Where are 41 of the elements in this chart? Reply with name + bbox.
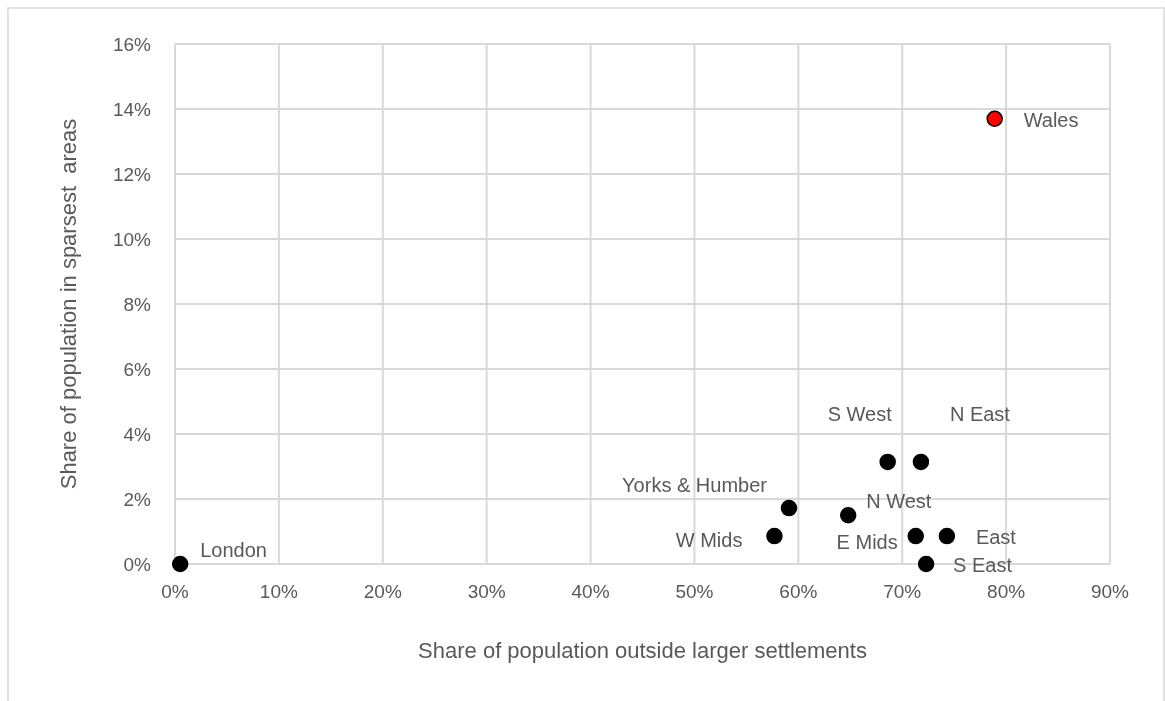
y-tick-label: 14% [112,99,152,120]
x-tick-label: 50% [675,581,714,602]
y-axis-title: Share of population in sparsest areas [56,118,81,490]
y-tick-label: 2% [123,489,152,510]
point [986,110,1003,127]
annotation: East [975,526,1017,549]
y-tick-label: 4% [123,424,152,445]
point [766,527,783,545]
x-tick-label: 30% [467,581,506,602]
annotation: E Mids [836,531,898,554]
point [879,453,896,471]
point [912,453,930,471]
point [917,555,935,573]
point [171,555,189,573]
x-axis-title: Share of population outside larger settlements [418,638,867,663]
point [780,499,798,517]
x-tick-label: 80% [987,581,1026,602]
point [839,507,857,524]
y-tick-label: 8% [123,294,152,315]
annotation: N East [949,402,1011,425]
annotation: S West [827,402,893,425]
point [938,527,956,545]
y-tick-label: 6% [123,359,152,380]
x-tick-label: 10% [259,581,299,602]
annotation: Yorks & Humber [622,474,768,497]
y-tick-label: 16% [112,34,152,55]
point [907,527,924,545]
x-tick-label: 90% [1090,581,1130,602]
y-tick-label: 10% [112,229,152,250]
x-tick-label: 40% [571,581,610,602]
annotation: S East [953,554,1013,576]
annotation: London [200,539,267,561]
annotation: N West [866,490,932,513]
annotation: W Mids [675,529,743,552]
x-tick-label: 0% [161,581,189,602]
annotation: Wales [1023,108,1079,131]
y-tick-label: 0% [123,554,152,575]
x-tick-label: 20% [363,581,402,602]
y-tick-label: 12% [112,164,152,185]
x-tick-label: 70% [883,581,922,602]
x-tick-label: 60% [779,581,818,602]
